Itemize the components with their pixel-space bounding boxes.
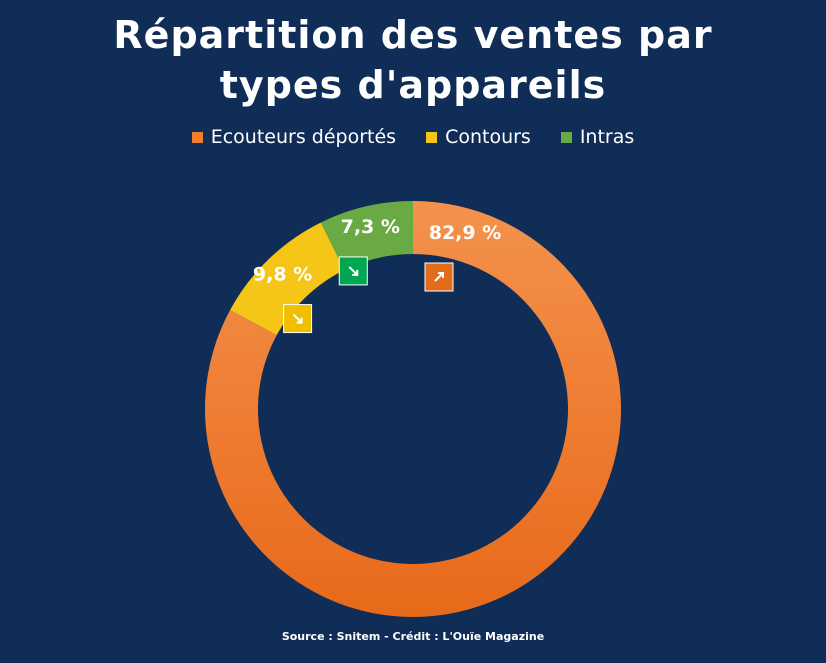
legend-item-ecouteurs: Ecouteurs déportés [191,126,397,148]
legend-label-contours: Contours [445,126,531,148]
arrow-down-right-icon [348,266,359,276]
legend-label-ecouteurs: Ecouteurs déportés [210,126,397,148]
legend-swatch-ecouteurs [191,131,203,143]
chart-title-line-2: types d'appareils [219,63,607,107]
source-credit: Source : Snitem - Crédit : L'Ouïe Magazi… [281,630,545,643]
chart-legend: Ecouteurs déportés Contours Intras [0,126,826,148]
data-label-ecouteurs-deportes: 82,9 % [429,222,502,244]
trend-badge-contours [283,304,313,334]
legend-swatch-contours [426,131,438,143]
chart-title-line-1: Répartition des ventes par [113,13,713,57]
slice-contours [230,222,345,336]
legend-item-intras: Intras [560,126,635,148]
legend-swatch-intras [560,131,572,143]
legend-label-intras: Intras [579,126,635,148]
arrow-down-right-icon [292,313,303,324]
data-label-intras: 7,3 % [341,216,400,238]
slice-intras [320,201,413,271]
data-label-contours: 9,8 % [253,264,312,286]
legend-item-contours: Contours [426,126,531,148]
arrow-up-right-icon [434,272,444,282]
trend-badge-ecouteurs-deportes [424,262,454,292]
trend-badge-intras [338,256,368,286]
chart-title: Répartition des ventes par types d'appar… [0,10,826,110]
